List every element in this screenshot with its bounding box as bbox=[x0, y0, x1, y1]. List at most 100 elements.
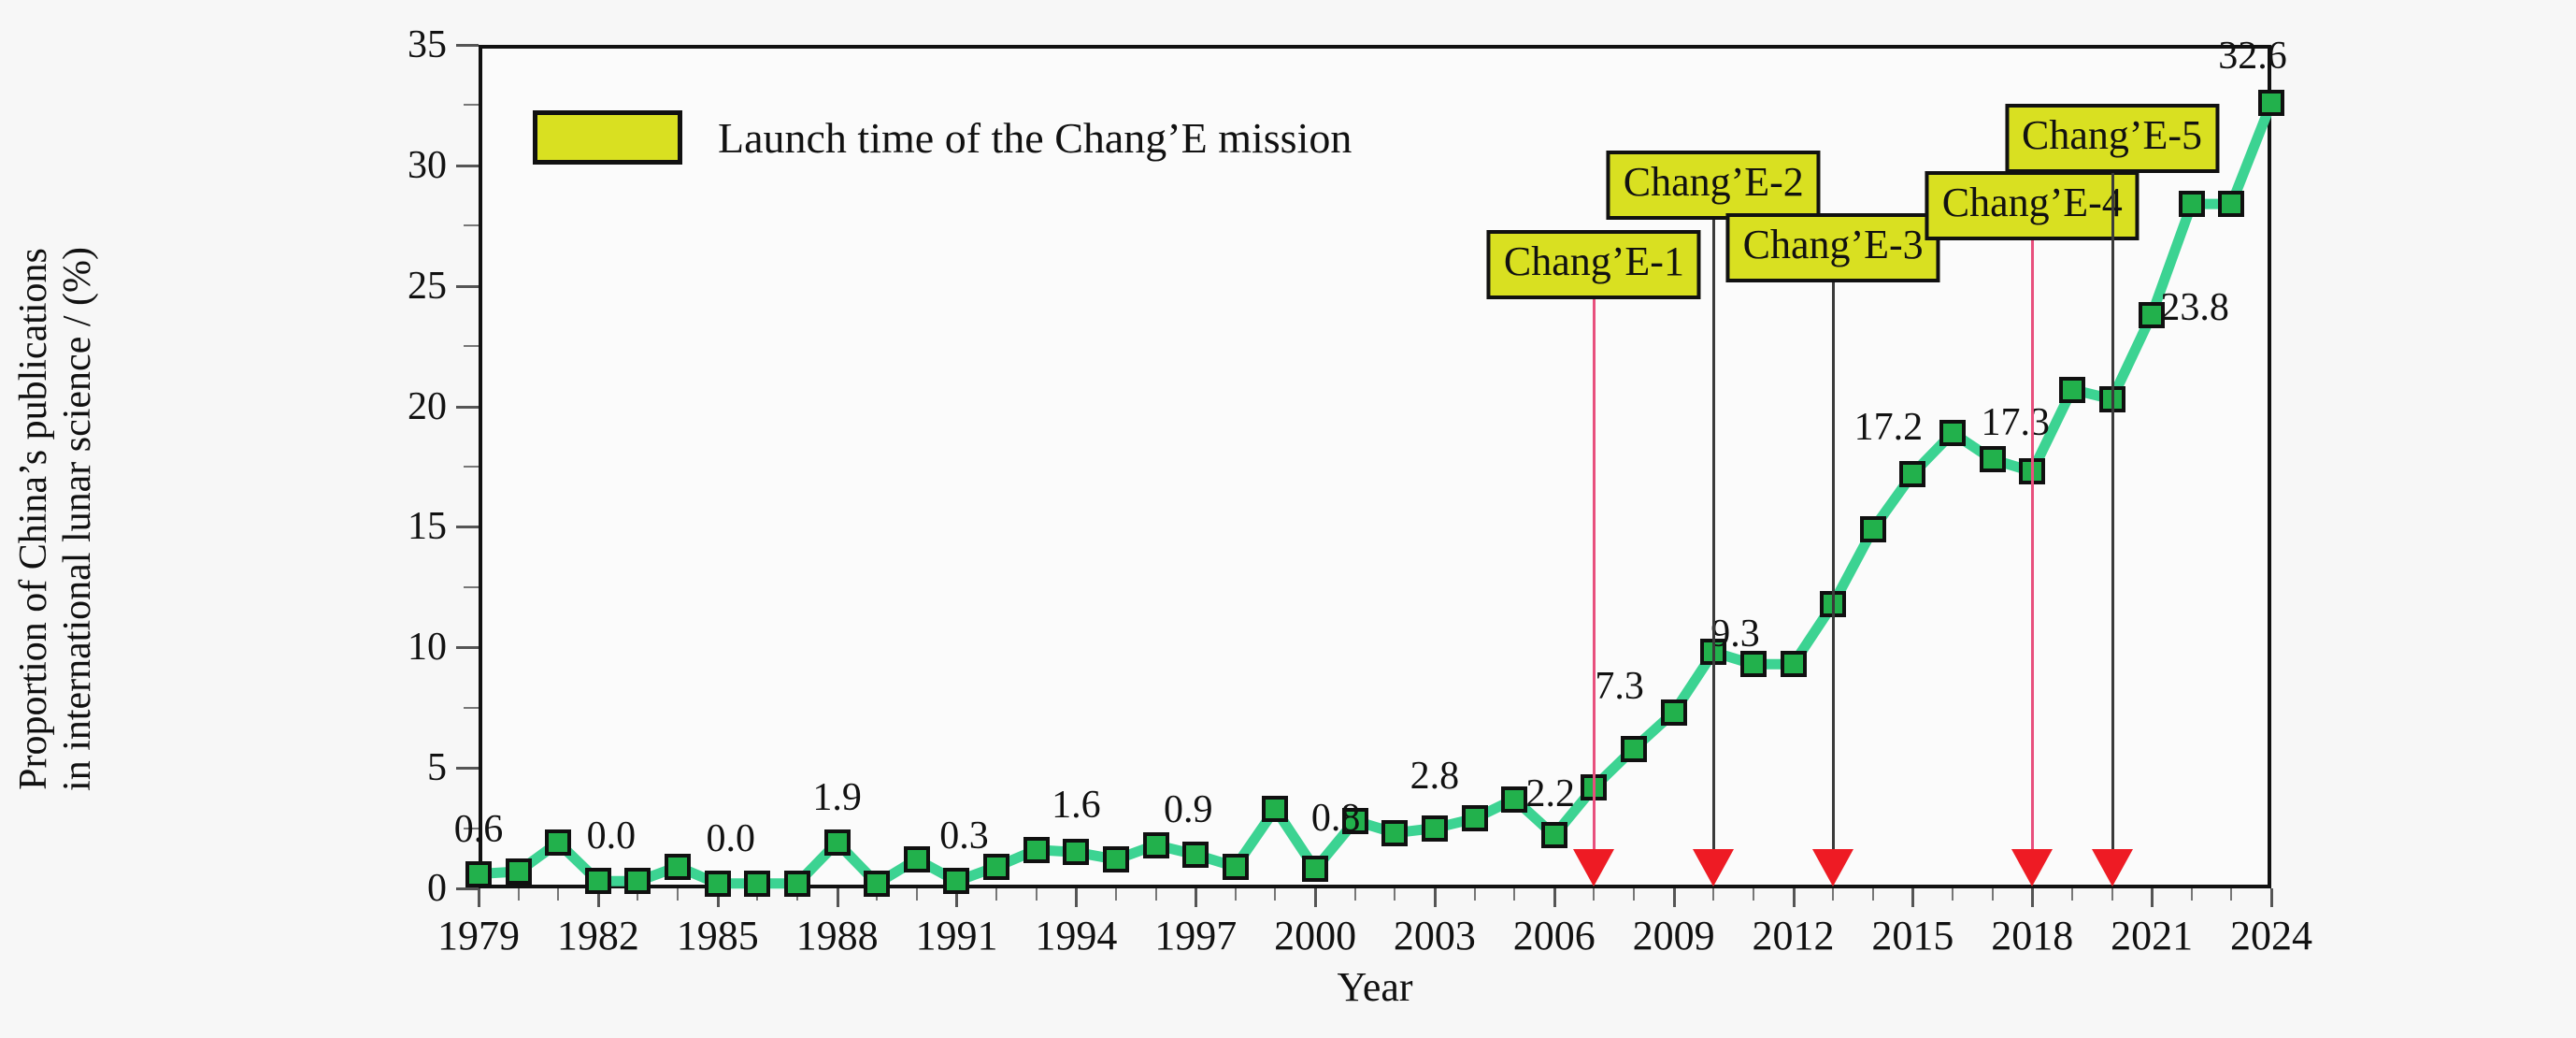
y-tick-label: 15 bbox=[408, 505, 447, 549]
data-point-label: 0.0 bbox=[586, 815, 637, 858]
data-point-label: 7.3 bbox=[1595, 664, 1644, 708]
annotation-label-box: Chang’E-3 bbox=[1725, 213, 1940, 283]
x-tick-minor bbox=[637, 888, 639, 901]
x-tick-minor bbox=[1633, 888, 1636, 901]
y-tick bbox=[456, 526, 479, 529]
data-point-marker bbox=[903, 846, 930, 873]
x-tick-minor bbox=[995, 888, 998, 901]
x-tick-minor bbox=[1154, 888, 1157, 901]
x-tick bbox=[2151, 888, 2154, 907]
x-tick bbox=[716, 888, 720, 907]
data-point-marker bbox=[1102, 846, 1129, 873]
data-point-marker bbox=[2218, 191, 2245, 218]
y-tick-minor bbox=[464, 345, 479, 348]
x-tick-minor bbox=[517, 888, 520, 901]
data-point-marker bbox=[2178, 191, 2205, 218]
data-point-marker bbox=[1023, 836, 1050, 863]
data-point-marker bbox=[665, 853, 692, 880]
x-tick-label: 2012 bbox=[1752, 913, 1835, 959]
data-point-marker bbox=[505, 858, 532, 885]
x-tick bbox=[1075, 888, 1079, 907]
data-point-marker bbox=[2258, 89, 2284, 116]
y-tick-label: 25 bbox=[408, 264, 447, 308]
annotation-label-box: Chang’E-2 bbox=[1606, 150, 1821, 220]
y-tick bbox=[456, 164, 479, 167]
x-tick-minor bbox=[2190, 888, 2193, 901]
x-tick-label: 2006 bbox=[1512, 913, 1596, 959]
data-point-marker bbox=[2058, 376, 2085, 403]
y-axis-title: Proportion of China’s publications in in… bbox=[0, 0, 112, 1038]
x-tick-minor bbox=[1035, 888, 1038, 901]
x-tick-minor bbox=[1394, 888, 1396, 901]
y-tick-minor bbox=[464, 104, 479, 107]
x-tick-minor bbox=[1952, 888, 1954, 901]
data-point-marker bbox=[1780, 651, 1807, 678]
x-tick-label: 1982 bbox=[556, 913, 639, 959]
y-tick-label: 20 bbox=[408, 384, 447, 428]
y-tick bbox=[456, 44, 479, 47]
data-point-label: 0.3 bbox=[939, 815, 989, 858]
data-point-marker bbox=[624, 868, 651, 895]
data-point-marker bbox=[783, 870, 810, 897]
data-point-marker bbox=[1421, 815, 1448, 842]
data-point-marker bbox=[864, 870, 891, 897]
data-point-label: 2.2 bbox=[1525, 772, 1576, 816]
y-tick-minor bbox=[464, 827, 479, 829]
x-tick-minor bbox=[1871, 888, 1874, 901]
x-tick-minor bbox=[677, 888, 680, 901]
data-point-marker bbox=[1939, 419, 1967, 446]
x-tick bbox=[1792, 888, 1796, 907]
x-tick-minor bbox=[2111, 888, 2113, 901]
data-point-marker bbox=[1182, 841, 1209, 868]
data-point-label: 0.9 bbox=[1163, 787, 1213, 831]
data-point-marker bbox=[1302, 856, 1329, 883]
data-point-label: 32.6 bbox=[2218, 34, 2287, 78]
data-point-marker bbox=[943, 868, 970, 895]
x-tick-label: 2018 bbox=[1991, 913, 2074, 959]
y-axis-title-line2: in international lunar science / (%) bbox=[56, 247, 99, 791]
x-tick-minor bbox=[1513, 888, 1516, 901]
y-tick-label: 5 bbox=[427, 746, 447, 790]
y-tick bbox=[456, 646, 479, 650]
annotation-arrow-icon bbox=[2011, 849, 2054, 887]
y-tick-minor bbox=[464, 466, 479, 468]
annotation-leader-line bbox=[1712, 219, 1716, 851]
data-point-marker bbox=[1621, 735, 1648, 762]
data-point-marker bbox=[2139, 301, 2166, 328]
data-point-label: 17.3 bbox=[1981, 401, 2051, 445]
data-point-marker bbox=[1341, 807, 1368, 834]
x-tick-minor bbox=[1114, 888, 1117, 901]
data-point-marker bbox=[1979, 446, 2006, 473]
x-tick-minor bbox=[1832, 888, 1835, 901]
annotation-leader-line bbox=[2111, 173, 2114, 851]
annotation-label-box: Chang’E-1 bbox=[1486, 230, 1701, 300]
data-point-label: 2.8 bbox=[1410, 754, 1460, 798]
legend-swatch-icon bbox=[533, 110, 682, 165]
data-point-label: 23.8 bbox=[2160, 285, 2229, 329]
x-tick bbox=[1433, 888, 1437, 907]
data-point-marker bbox=[584, 868, 611, 895]
data-point-marker bbox=[1540, 822, 1567, 849]
annotation-leader-line bbox=[2031, 240, 2035, 851]
annotation-arrow-icon bbox=[1573, 849, 1615, 887]
x-tick bbox=[478, 888, 480, 907]
y-tick-label: 30 bbox=[408, 143, 447, 187]
x-axis-title: Year bbox=[1337, 964, 1413, 1010]
annotation-arrow-icon bbox=[1693, 849, 1735, 887]
x-tick bbox=[596, 888, 600, 907]
x-tick-label: 1997 bbox=[1154, 913, 1238, 959]
x-tick bbox=[2270, 888, 2273, 907]
legend-label: Launch time of the Chang’E mission bbox=[718, 113, 1352, 162]
y-tick bbox=[456, 887, 479, 890]
data-point-marker bbox=[1859, 516, 1886, 542]
data-point-label: 0.0 bbox=[706, 816, 755, 860]
y-tick-minor bbox=[464, 224, 479, 227]
y-tick bbox=[456, 405, 479, 409]
x-tick-label: 2021 bbox=[2111, 913, 2194, 959]
y-tick-label: 0 bbox=[427, 867, 447, 910]
x-tick-label: 1988 bbox=[795, 913, 879, 959]
data-point-marker bbox=[1501, 786, 1528, 813]
data-point-label: 1.6 bbox=[1052, 783, 1101, 827]
x-tick-minor bbox=[2070, 888, 2073, 901]
x-tick-minor bbox=[1473, 888, 1476, 901]
